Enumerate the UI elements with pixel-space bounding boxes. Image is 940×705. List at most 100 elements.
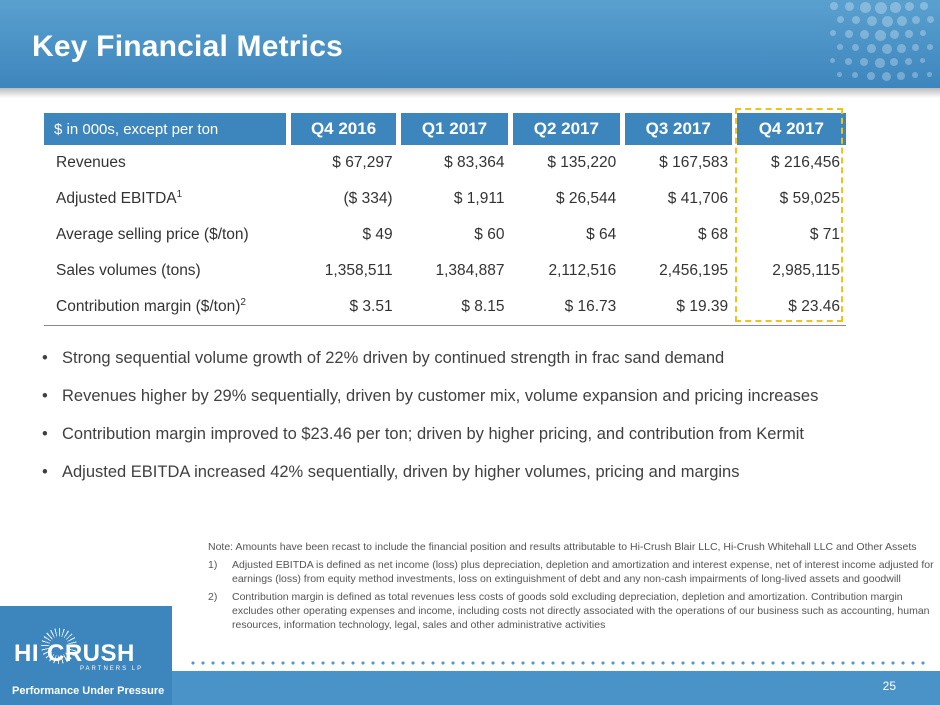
table-cell: $ 3.51 [288,289,399,326]
q4-2017-highlight-box [735,108,843,322]
decorative-dot [897,16,907,26]
footnote-number: 2) [208,591,218,603]
decorative-dot [882,44,893,55]
bullet-item: Contribution margin improved to $23.46 p… [42,422,818,460]
table-cell: $ 64 [586,226,617,243]
column-header: Q4 2016 [285,113,399,145]
table-cell: $ 41,706 [667,190,729,207]
financial-metrics-table: $ in 000s, except per ton Q4 2016 Q1 201… [44,113,846,326]
decorative-dot [890,2,901,13]
decorative-dot [890,30,900,40]
logo-wordmark: HI CRUSH [14,640,135,668]
table-cell: 1,358,511 [324,262,393,279]
table-row: Sales volumes (tons) 1,358,511 1,384,887… [44,253,846,289]
header-shadow [0,88,940,98]
footnote-number: 1) [208,559,218,571]
bullet-item: Strong sequential volume growth of 22% d… [42,346,818,384]
row-label: Adjusted EBITDA1 [56,189,183,208]
decorative-dots [830,0,940,88]
decorative-dot [837,16,844,23]
notes-section: Note: Amounts have been recast to includ… [208,540,936,636]
table-cell: $ 59,025 [779,190,840,207]
decorative-dot [830,58,836,64]
table-cell: $ 68 [697,226,729,243]
column-header: Q3 2017 [619,113,735,145]
table-cell: $ 67,297 [332,154,393,171]
decorative-dot [890,58,899,67]
footnote-text: Adjusted EBITDA is defined as net income… [232,559,934,585]
table-cell: 1,384,887 [435,262,505,279]
logo-crush: CRUSH [47,640,135,667]
logo-subtitle: PARTNERS LP [80,666,144,672]
column-header: Q4 2017 [731,113,846,145]
decorative-dot [882,72,891,81]
decorative-dot [875,2,887,14]
row-label: Average selling price ($/ton) [56,226,249,244]
decorative-dot [912,72,918,78]
table-row: Contribution margin ($/ton)2 $ 3.51 $ 8.… [44,289,846,326]
page-title: Key Financial Metrics [32,30,343,63]
decorative-dot [920,58,926,64]
table-cell: $ 16.73 [510,289,623,326]
table-cell: 2,112,516 [548,262,617,279]
decorative-dot [837,72,842,77]
decorative-dot [867,16,877,26]
table-cell: $ 60 [474,226,505,243]
table-cell: $ 8.15 [398,289,511,326]
logo-tagline: Performance Under Pressure [12,685,165,697]
decorative-dot [860,2,871,13]
decorative-dot [845,58,852,65]
recast-note: Note: Amounts have been recast to includ… [208,541,917,553]
decorative-dot [867,72,875,80]
table-cell: $ 26,544 [555,190,617,207]
table-cell: $ 71 [809,226,840,243]
footer-dotted-line [188,660,928,666]
footnote-marker: 1 [176,189,183,201]
header-band [0,0,940,88]
table-cell: $ 1,911 [453,190,505,207]
decorative-dot [830,30,837,37]
decorative-dot [852,16,861,25]
decorative-dot [860,30,870,40]
decorative-dot [875,30,886,41]
sunburst-icon [41,628,77,664]
table-header-row: $ in 000s, except per ton Q4 2016 Q1 201… [44,113,846,145]
row-label: Revenues [56,154,126,172]
table-cell: $ 135,220 [547,154,617,171]
decorative-dot [912,44,920,52]
decorative-dot [830,2,838,10]
decorative-dot [882,16,894,28]
decorative-dot [837,44,843,50]
table-cell: $ 23.46 [734,289,846,326]
table-row: Average selling price ($/ton) $ 49 $ 60 … [44,217,846,253]
decorative-dot [875,58,885,68]
table-row: Adjusted EBITDA1 ($ 334) $ 1,911 $ 26,54… [44,181,846,217]
decorative-dot [927,44,933,50]
company-logo [0,606,172,705]
decorative-dot [860,58,869,67]
row-label: Contribution margin ($/ton)2 [44,289,289,326]
logo-hi: HI [14,640,39,667]
decorative-dot [867,44,876,53]
row-label: Sales volumes (tons) [56,262,201,280]
table-cell: $ 216,456 [771,154,840,171]
footnote-text: Contribution margin is defined as total … [232,591,930,631]
page-number: 25 [882,679,896,693]
decorative-dot [905,58,912,65]
decorative-dot [912,16,921,25]
decorative-dot [845,30,853,38]
decorative-dot [927,16,934,23]
decorative-dot [905,2,914,11]
column-header: Q2 2017 [507,113,623,145]
decorative-dot [905,30,913,38]
table-cell: $ 49 [362,226,393,243]
table-cell: $ 167,583 [659,154,729,171]
summary-bullets: Strong sequential volume growth of 22% d… [42,346,818,490]
footnote-marker: 2 [240,297,246,309]
decorative-dot [920,30,927,37]
table-cell: 2,456,195 [659,262,729,279]
bullet-item: Adjusted EBITDA increased 42% sequential… [42,460,818,490]
table-units-label: $ in 000s, except per ton [44,113,289,145]
footnote-2: 2) Contribution margin is defined as tot… [208,590,936,632]
table-row: Revenues $ 67,297 $ 83,364 $ 135,220 $ 1… [44,145,846,181]
